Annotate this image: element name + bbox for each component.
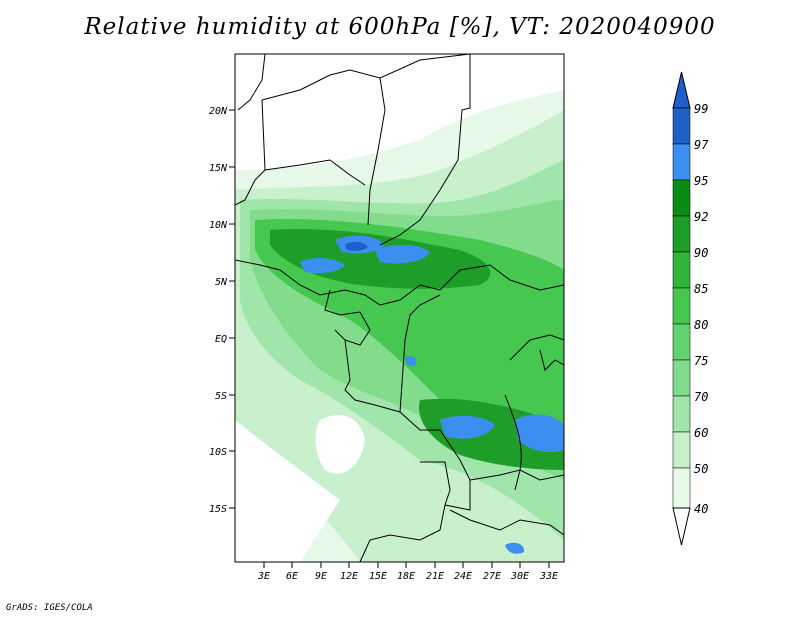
colorbar-label: 75 (694, 354, 708, 368)
colorbar-label: 70 (694, 390, 708, 404)
x-tick-label: 33E (539, 571, 558, 582)
x-tick-label: 6E (286, 571, 298, 582)
colorbar-label: 60 (694, 426, 708, 440)
colorbar-segment (672, 323, 691, 361)
colorbar-bottom-arrow (672, 507, 691, 546)
humidity-patch-97-d (440, 415, 495, 439)
humidity-patch-97-g (505, 542, 525, 554)
colorbar-label: 50 (694, 462, 708, 476)
y-tick-label: 5N (215, 277, 228, 288)
colorbar-segment (672, 215, 691, 253)
dry-region-south-atlantic (235, 420, 340, 562)
x-tick-label: 12E (340, 571, 358, 582)
colorbar-label: 90 (694, 246, 708, 260)
x-tick-label: 15E (369, 571, 387, 582)
x-tick-label: 9E (315, 571, 327, 582)
humidity-patch-97-a (300, 258, 345, 274)
colorbar-label: 92 (694, 210, 708, 224)
y-tick-label: 15S (209, 504, 227, 515)
humidity-patch-97-c (375, 244, 430, 264)
x-axis: 3E 6E 9E 12E 15E 18E 21E 24E 27E 30E 33E (257, 562, 558, 582)
y-axis: 20N 15N 10N 5N EQ 5S 10S 15S (209, 106, 235, 515)
humidity-patch-99 (345, 241, 368, 252)
x-tick-label: 3E (257, 571, 270, 582)
chart-title: Relative humidity at 600hPa [%], VT: 202… (84, 14, 716, 40)
x-tick-label: 18E (397, 571, 415, 582)
colorbar-label: 40 (694, 502, 708, 516)
humidity-field (235, 54, 564, 562)
x-tick-label: 24E (454, 571, 472, 582)
colorbar-label: 80 (694, 318, 708, 332)
colorbar-segment (672, 431, 691, 469)
colorbar-segment (672, 107, 691, 145)
y-tick-label: EQ (215, 334, 227, 345)
colorbar-segment (672, 467, 691, 509)
colorbar-top-arrow (672, 71, 691, 109)
colorbar-segment (672, 143, 691, 181)
map-frame (234, 53, 565, 563)
dry-region-atlantic (315, 415, 365, 474)
colorbar-label: 85 (694, 282, 708, 296)
colorbar: 99 97 95 92 90 85 80 75 70 60 50 40 (672, 71, 709, 546)
x-tick-label: 27E (483, 571, 501, 582)
colorbar-label: 99 (694, 102, 708, 116)
humidity-patch-97-f (404, 355, 417, 367)
colorbar-label: 97 (694, 138, 709, 152)
colorbar-segment (672, 251, 691, 289)
y-tick-label: 10S (209, 447, 227, 458)
x-tick-label: 21E (426, 571, 444, 582)
x-tick-label: 30E (510, 571, 529, 582)
y-tick-label: 15N (209, 163, 228, 174)
country-boundaries (235, 54, 564, 562)
credit-text: GrADS: IGES/COLA (6, 603, 93, 613)
humidity-patch-97-e (515, 414, 564, 452)
colorbar-segment (672, 287, 691, 325)
colorbar-label: 95 (694, 174, 708, 188)
y-tick-label: 5S (215, 391, 227, 402)
colorbar-segment (672, 395, 691, 433)
y-tick-label: 10N (209, 220, 228, 231)
y-tick-label: 20N (209, 106, 228, 117)
colorbar-segment (672, 179, 691, 217)
colorbar-segment (672, 359, 691, 397)
